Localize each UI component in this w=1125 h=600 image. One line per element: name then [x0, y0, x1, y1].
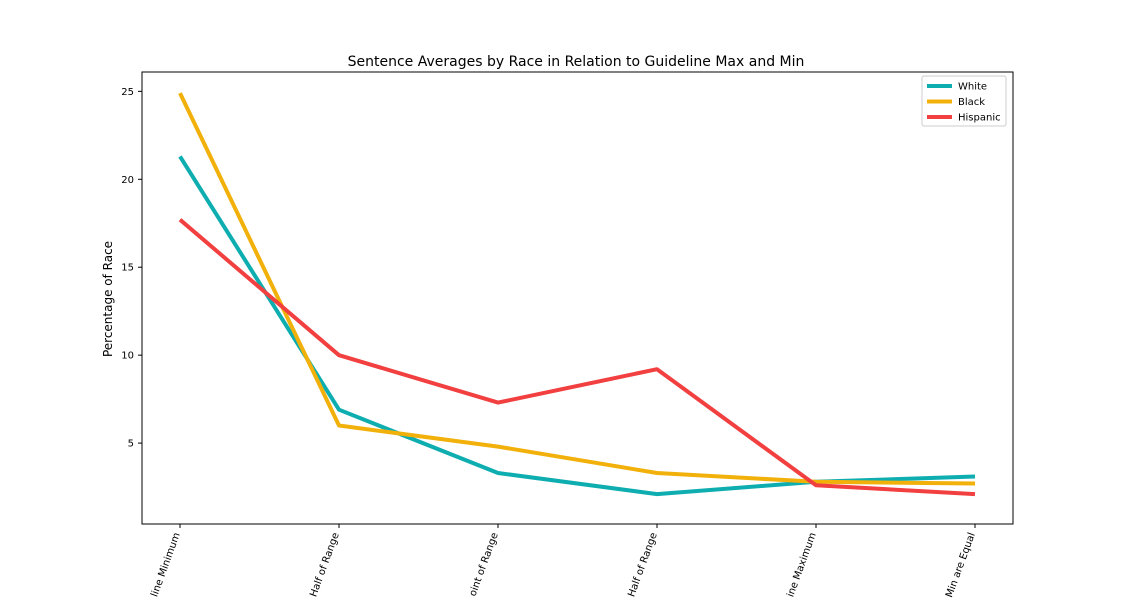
y-tick-label: 20 — [121, 175, 134, 186]
legend-label-white: White — [958, 82, 987, 93]
chart-title: Sentence Averages by Race in Relation to… — [348, 54, 805, 70]
y-axis-label: Percentage of Race — [101, 241, 115, 357]
x-tick-label: Half of Range — [626, 531, 659, 598]
legend-label-black: Black — [958, 97, 985, 108]
plot-frame — [141, 71, 1014, 525]
legend: White Black Hispanic — [921, 75, 1007, 127]
series-line-black — [178, 92, 976, 486]
x-tick-label: ine Maximum — [785, 531, 819, 598]
y-tick-label: 15 — [121, 263, 134, 274]
series-line-white — [178, 155, 976, 497]
x-tick-label: line Minimum — [149, 531, 182, 598]
legend-label-hispanic: Hispanic — [958, 113, 1001, 124]
series-line-hispanic — [178, 218, 976, 497]
x-tick-label: Min are Equal — [944, 531, 978, 599]
legend-box — [921, 75, 1007, 127]
y-tick-label: 5 — [128, 439, 134, 450]
y-tick-label: 25 — [121, 87, 134, 98]
y-tick-label: 10 — [121, 351, 134, 362]
plot-area: 5 10 15 20 25 line Minimum Half of Range oint o… — [121, 71, 1014, 599]
x-tick-label: oint of Range — [468, 531, 501, 598]
x-tick-label: Half of Range — [308, 531, 341, 598]
